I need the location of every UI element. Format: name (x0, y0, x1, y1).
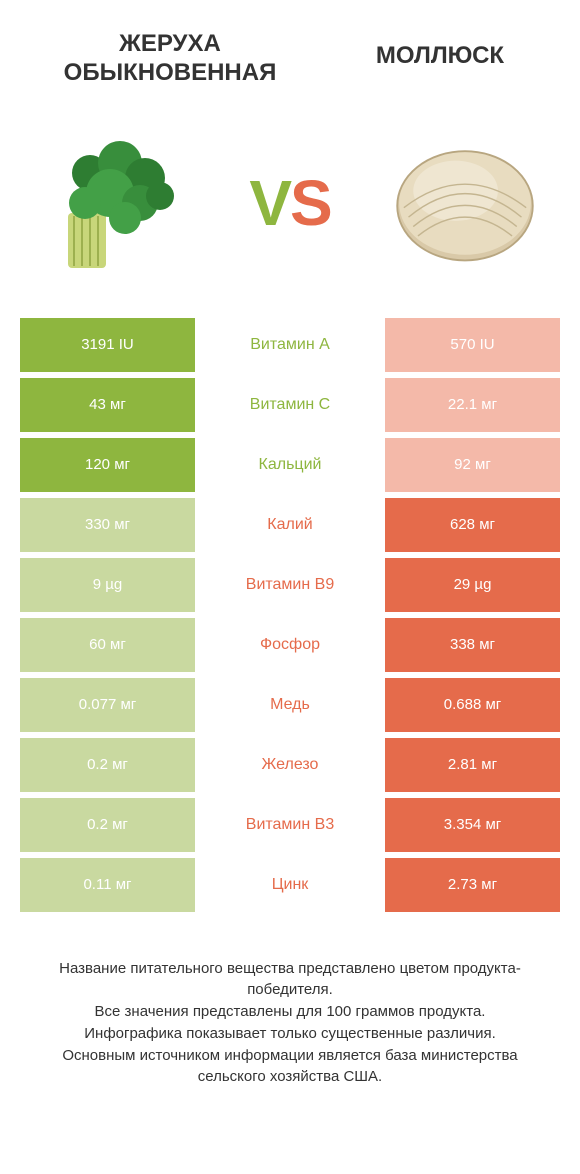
left-value-cell: 9 µg (20, 558, 195, 612)
footer-line-4: Основным источником информации является … (30, 1045, 550, 1089)
table-row: 0.2 мгЖелезо2.81 мг (20, 738, 560, 792)
left-value-cell: 60 мг (20, 618, 195, 672)
images-row: VS (0, 98, 580, 318)
footer-line-1: Название питательного вещества представл… (30, 958, 550, 1002)
right-value-cell: 92 мг (385, 438, 560, 492)
left-value-cell: 0.11 мг (20, 858, 195, 912)
left-value-cell: 0.2 мг (20, 738, 195, 792)
left-product-image (30, 118, 200, 288)
nutrient-label: Витамин A (195, 318, 385, 372)
nutrient-label: Цинк (195, 858, 385, 912)
vs-v-letter: V (249, 166, 290, 240)
nutrient-label: Витамин B3 (195, 798, 385, 852)
right-value-cell: 2.73 мг (385, 858, 560, 912)
nutrient-label: Кальций (195, 438, 385, 492)
table-row: 0.077 мгМедь0.688 мг (20, 678, 560, 732)
right-value-cell: 22.1 мг (385, 378, 560, 432)
left-product-title: ЖЕРУХА ОБЫКНОВЕННАЯ (40, 30, 300, 88)
left-value-cell: 0.2 мг (20, 798, 195, 852)
table-row: 330 мгКалий628 мг (20, 498, 560, 552)
left-value-cell: 120 мг (20, 438, 195, 492)
right-value-cell: 3.354 мг (385, 798, 560, 852)
footer-notes: Название питательного вещества представл… (0, 918, 580, 1089)
table-row: 120 мгКальций92 мг (20, 438, 560, 492)
left-value-cell: 330 мг (20, 498, 195, 552)
right-value-cell: 29 µg (385, 558, 560, 612)
right-value-cell: 570 IU (385, 318, 560, 372)
table-row: 43 мгВитамин C22.1 мг (20, 378, 560, 432)
table-row: 60 мгФосфор338 мг (20, 618, 560, 672)
table-row: 0.11 мгЦинк2.73 мг (20, 858, 560, 912)
right-value-cell: 2.81 мг (385, 738, 560, 792)
nutrient-label: Фосфор (195, 618, 385, 672)
table-row: 3191 IUВитамин A570 IU (20, 318, 560, 372)
footer-line-2: Все значения представлены для 100 граммо… (30, 1001, 550, 1023)
left-value-cell: 43 мг (20, 378, 195, 432)
nutrient-label: Железо (195, 738, 385, 792)
nutrient-label: Витамин B9 (195, 558, 385, 612)
vs-label: VS (249, 166, 330, 240)
right-value-cell: 628 мг (385, 498, 560, 552)
right-value-cell: 0.688 мг (385, 678, 560, 732)
table-row: 9 µgВитамин B929 µg (20, 558, 560, 612)
nutrient-label: Витамин C (195, 378, 385, 432)
right-product-title: МОЛЛЮСК (340, 30, 540, 71)
nutrient-label: Медь (195, 678, 385, 732)
footer-line-3: Инфографика показывает только существенн… (30, 1023, 550, 1045)
left-value-cell: 0.077 мг (20, 678, 195, 732)
nutrient-label: Калий (195, 498, 385, 552)
right-product-image (380, 118, 550, 288)
vs-s-letter: S (290, 166, 331, 240)
header: ЖЕРУХА ОБЫКНОВЕННАЯ МОЛЛЮСК (0, 0, 580, 98)
right-value-cell: 338 мг (385, 618, 560, 672)
left-value-cell: 3191 IU (20, 318, 195, 372)
comparison-table: 3191 IUВитамин A570 IU 43 мгВитамин C22.1… (0, 318, 580, 912)
table-row: 0.2 мгВитамин B33.354 мг (20, 798, 560, 852)
